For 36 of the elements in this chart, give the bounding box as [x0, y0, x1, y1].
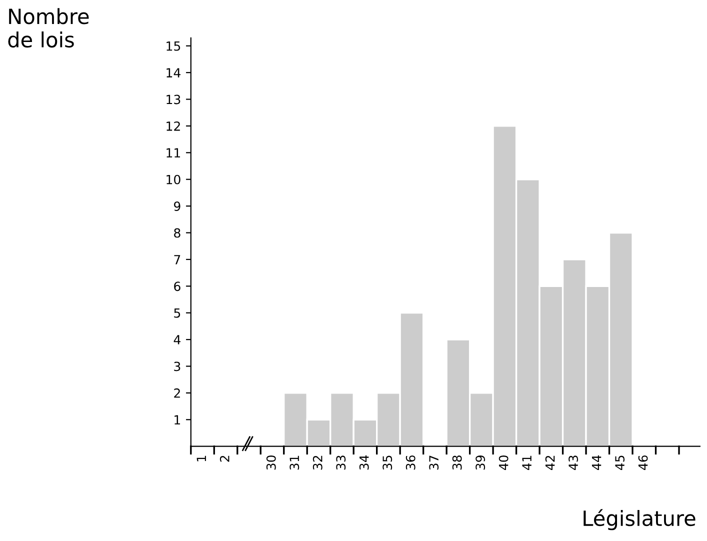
x-tick-label: 39 — [476, 456, 486, 470]
y-tick-label: 5 — [174, 308, 180, 318]
y-tick-label: 3 — [174, 362, 180, 372]
y-tick-label: 14 — [166, 68, 180, 78]
x-tick-label: 46 — [638, 455, 648, 470]
x-tick-label: 30 — [266, 455, 276, 470]
y-tick-label: 4 — [174, 335, 180, 344]
x-tick-label: 38 — [452, 456, 462, 470]
y-tick-label: 1 — [174, 415, 180, 424]
x-tick-label: 44 — [592, 455, 602, 470]
y-tick-label: 8 — [174, 228, 180, 238]
x-tick-label: 2 — [220, 456, 230, 462]
x-tick-label: 35 — [382, 456, 392, 470]
y-tick-label: 10 — [166, 174, 180, 184]
y-tick-label: 13 — [166, 94, 180, 104]
y-tick-label: 2 — [174, 388, 180, 398]
x-tick-label: 42 — [545, 456, 555, 470]
y-tick-label: 12 — [166, 121, 180, 131]
x-tick-label: 40 — [498, 455, 508, 470]
x-tick-label: 45 — [615, 456, 625, 470]
x-tick-label: 32 — [312, 456, 322, 470]
x-tick-label: 41 — [522, 456, 532, 470]
y-axis-title: Nombre de lois — [8, 8, 89, 48]
y-tick-label: 6 — [174, 282, 180, 292]
x-tick-label: 43 — [568, 456, 578, 470]
y-tick-label: 15 — [166, 42, 180, 51]
x-axis-title: Législature — [584, 509, 696, 530]
y-tick-label: 9 — [174, 202, 180, 211]
x-tick-label: 37 — [429, 456, 439, 470]
x-tick-label: 36 — [406, 455, 416, 470]
x-tick-label: 1 — [196, 456, 206, 462]
y-tick-label: 11 — [166, 148, 180, 158]
x-tick-label: 33 — [336, 456, 346, 470]
x-tick-label: 34 — [359, 455, 369, 470]
y-tick-label: 7 — [174, 255, 180, 264]
x-tick-label: 31 — [290, 456, 300, 470]
